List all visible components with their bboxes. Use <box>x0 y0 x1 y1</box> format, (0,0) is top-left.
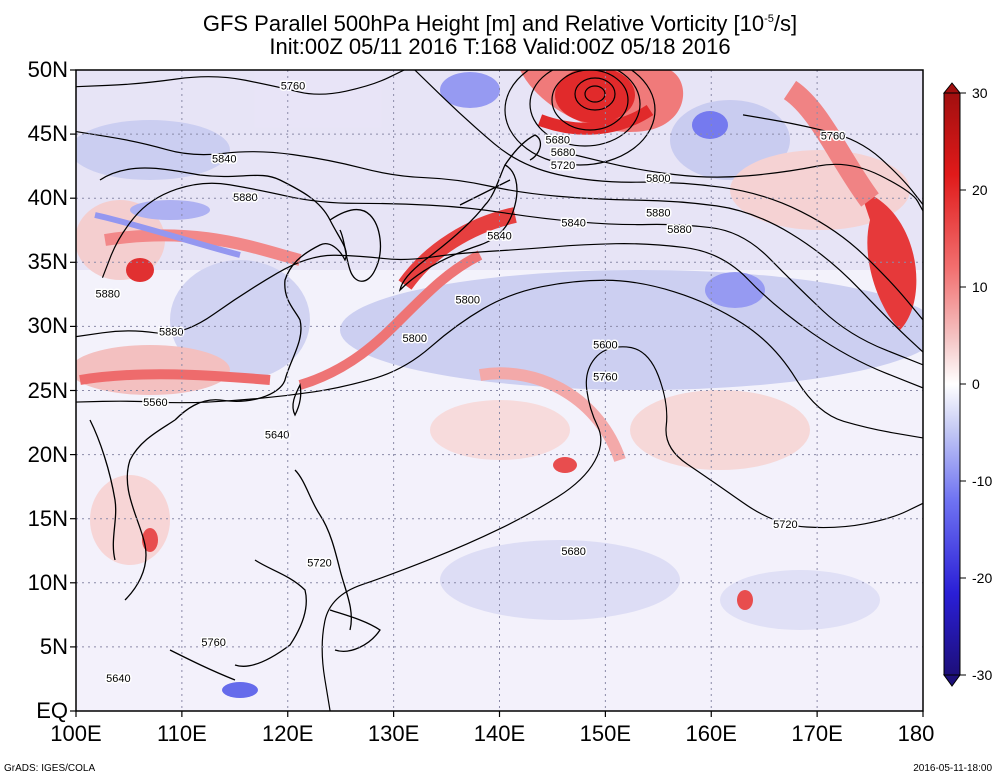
lon-tick-label: 120E <box>262 721 314 746</box>
lat-tick-label: 35N <box>27 249 68 275</box>
contour-label: 5680 <box>561 546 585 558</box>
low-center-contour <box>529 70 641 147</box>
contour-label: 5840 <box>561 218 585 230</box>
lat-tick-label: 20N <box>27 441 68 467</box>
contour-label: 5640 <box>106 673 130 685</box>
colorbar-label: 30 <box>972 85 988 101</box>
colorbar <box>942 82 966 687</box>
lon-tick-label: 100E <box>50 721 102 746</box>
lat-tick-label: 40N <box>27 185 68 211</box>
lon-tick-label: 130E <box>367 721 420 746</box>
colorbar-label: 10 <box>972 279 988 295</box>
lat-tick-label: 30N <box>27 313 68 339</box>
lon-tick-label: 110E <box>157 721 207 746</box>
contour-label: 5640 <box>265 429 289 441</box>
contour-label: 5720 <box>307 557 331 569</box>
chart-subtitle: Init:00Z 05/11 2016 T:168 Valid:00Z 05/1… <box>269 34 731 59</box>
lat-tick-label: 15N <box>27 505 68 531</box>
timestamp-credit: 2016-05-11-18:00 <box>913 763 992 774</box>
contour-labels: 5680568057205760576058005840588058805880… <box>94 79 847 686</box>
contour-5640 <box>742 114 923 205</box>
low-center-contour <box>551 70 629 131</box>
lon-tick-label: 180 <box>897 721 935 746</box>
lon-tick-label: 150E <box>579 721 632 746</box>
contour-label: 5680 <box>545 134 569 146</box>
height-contours <box>76 70 923 711</box>
contour-label: 5720 <box>551 160 575 172</box>
colorbar-label: -30 <box>972 667 993 683</box>
lat-tick-label: EQ <box>36 698 68 723</box>
contour-label: 5600 <box>593 340 617 352</box>
lon-tick-label: 140E <box>473 721 526 746</box>
contour-label: 5760 <box>821 131 845 143</box>
contour-label: 5880 <box>646 207 670 219</box>
contour-label: 5560 <box>143 397 167 409</box>
contour-5680 <box>414 70 923 321</box>
contour-5720 <box>76 130 923 353</box>
contour-5840 <box>76 279 923 439</box>
lat-tick-label: 50N <box>27 57 68 82</box>
vorticity-field <box>76 70 923 711</box>
contour-label: 5880 <box>96 288 120 300</box>
contour-label: 5880 <box>159 327 183 339</box>
contour-label: 5880 <box>667 224 691 236</box>
lon-tick-label: 170E <box>791 721 843 746</box>
colorbar-label: -10 <box>972 473 993 489</box>
contour-label: 5800 <box>646 173 670 185</box>
contour-label: 5760 <box>201 637 225 649</box>
contour-label: 5800 <box>455 295 479 307</box>
colorbar-label: 0 <box>972 376 980 392</box>
contour-label: 5840 <box>487 231 511 243</box>
grads-credit: GrADS: IGES/COLA <box>4 763 96 774</box>
lon-tick-label: 160E <box>685 721 737 746</box>
grid-lines <box>76 70 923 711</box>
lat-tick-label: 45N <box>27 121 68 147</box>
contour-label: 5680 <box>551 147 575 159</box>
contour-5800 <box>76 243 923 389</box>
low-center-contour <box>574 77 616 111</box>
colorbar-label: -20 <box>972 570 993 586</box>
contour-label: 5800 <box>403 333 427 345</box>
lat-tick-label: 25N <box>27 377 68 403</box>
contour-label: 5720 <box>773 519 797 531</box>
lat-tick-label: 5N <box>39 633 68 659</box>
contour-5680 <box>76 70 405 95</box>
contour-label: 5760 <box>281 81 305 93</box>
colorbar-label: 20 <box>972 182 988 198</box>
lat-tick-label: 10N <box>27 569 68 595</box>
contour-5760 <box>101 182 923 366</box>
chart-title: GFS Parallel 500hPa Height [m] and Relat… <box>202 11 798 36</box>
low-center-contour <box>504 70 656 166</box>
contour-label: 5840 <box>212 154 236 166</box>
